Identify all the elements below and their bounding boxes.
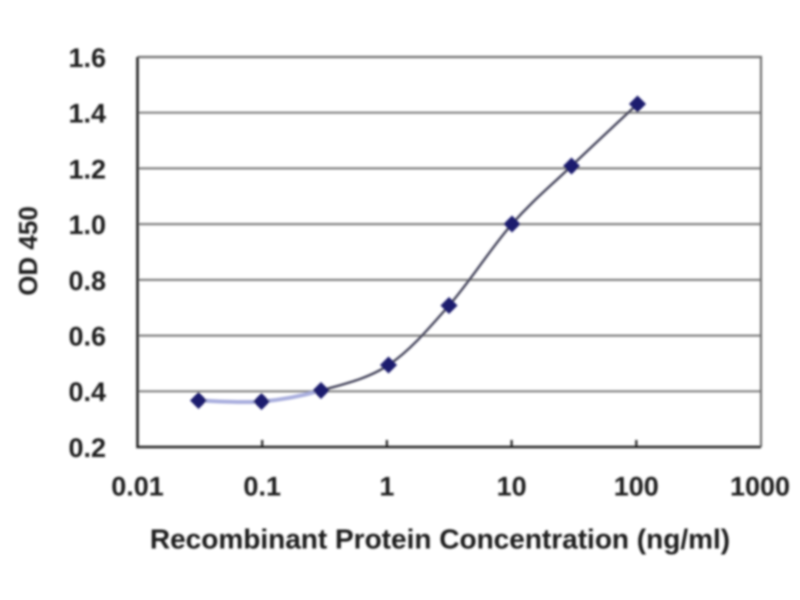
svg-text:10: 10 [497,472,527,502]
svg-text:1.2: 1.2 [68,154,106,184]
svg-text:0.4: 0.4 [68,377,106,407]
svg-text:1.6: 1.6 [68,43,106,73]
svg-text:OD 450: OD 450 [13,206,43,296]
svg-text:Recombinant Protein Concentrat: Recombinant Protein Concentration (ng/ml… [150,524,730,555]
svg-text:0.8: 0.8 [68,266,106,296]
svg-text:0.01: 0.01 [111,472,164,502]
svg-text:1: 1 [379,472,394,502]
svg-text:100: 100 [614,472,659,502]
svg-text:1.4: 1.4 [68,99,106,129]
svg-text:0.2: 0.2 [68,433,106,463]
svg-text:0.1: 0.1 [243,472,281,502]
svg-text:0.6: 0.6 [68,322,106,352]
svg-text:1.0: 1.0 [68,210,106,240]
svg-text:1000: 1000 [730,472,790,502]
